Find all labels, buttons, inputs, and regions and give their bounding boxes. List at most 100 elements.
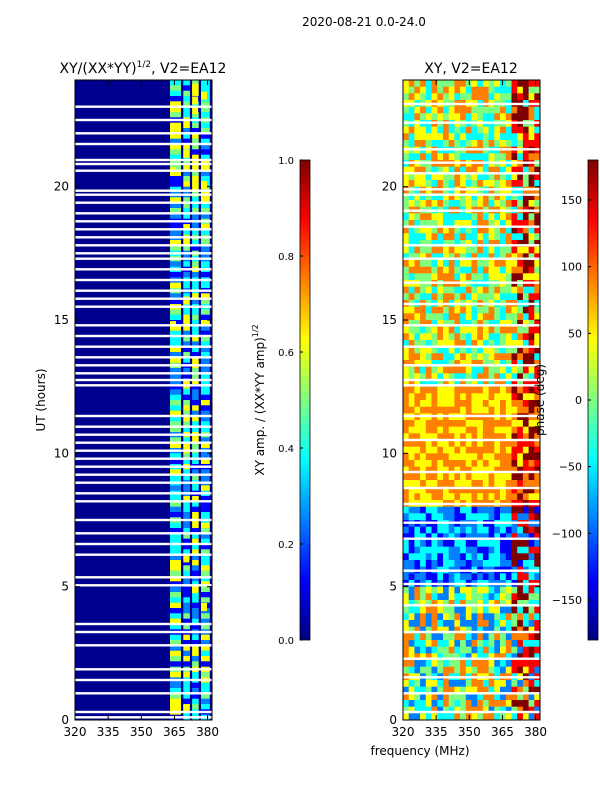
phase-cell [443, 126, 449, 134]
data-gap-row [75, 345, 212, 348]
phase-cell [454, 606, 461, 614]
phase-cell [431, 233, 438, 241]
phase-cell [500, 353, 506, 361]
phase-cell [420, 313, 427, 321]
phase-cell [505, 706, 512, 714]
phase-cell [500, 253, 506, 261]
phase-cell [494, 700, 501, 707]
amp-band-cell [201, 640, 210, 646]
data-gap-row [403, 582, 540, 586]
phase-cell [505, 473, 512, 481]
phase-cell [431, 133, 438, 141]
amp-band-cell [170, 101, 181, 107]
phase-cell [505, 626, 512, 634]
data-gap-row [75, 518, 212, 522]
phase-cell [522, 153, 529, 161]
phase-cell [420, 653, 427, 661]
phase-cell [500, 140, 506, 147]
phase-cell [431, 446, 438, 454]
phase-cell [522, 460, 529, 467]
phase-cell [454, 386, 461, 394]
phase-cell [500, 653, 506, 661]
data-gap-row [403, 102, 540, 106]
phase-cell [448, 573, 455, 581]
phase-cell [460, 646, 467, 654]
phase-cell [534, 560, 540, 567]
phase-cell [460, 180, 467, 187]
phase-cell [448, 613, 455, 621]
phase-cell [505, 593, 512, 601]
phase-cell [425, 600, 432, 607]
phase-cell [454, 646, 461, 654]
amp-band-cell [192, 138, 199, 145]
phase-cell [528, 340, 535, 347]
phase-cell [465, 480, 472, 487]
phase-cell [465, 273, 472, 281]
phase-cell [420, 540, 427, 547]
phase-cell [425, 480, 432, 487]
data-gap-row [403, 378, 540, 382]
phase-cell [528, 233, 535, 241]
amp-band-cell [192, 128, 199, 134]
phase-cell [408, 560, 415, 567]
phase-cell [460, 293, 467, 301]
amp-band-cell [192, 528, 199, 534]
amp-band-cell [192, 176, 199, 182]
phase-cell [477, 140, 484, 147]
phase-cell [454, 86, 461, 94]
data-gap-row [75, 193, 212, 196]
phase-cell [431, 713, 438, 720]
phase-cell [448, 680, 455, 687]
amp-band-cell [170, 202, 181, 209]
phase-cell [443, 453, 449, 461]
phase-cell [534, 453, 540, 461]
phase-cell [420, 106, 427, 114]
phase-cell [534, 233, 540, 241]
phase-cell [420, 513, 427, 521]
phase-cell [408, 240, 415, 247]
data-gap-row [75, 257, 212, 260]
phase-cell [448, 153, 455, 161]
phase-cell [482, 353, 489, 361]
phase-cell [505, 273, 512, 281]
phase-cell [425, 86, 432, 94]
phase-cell [454, 693, 461, 701]
phase-cell [454, 440, 461, 447]
phase-cell [443, 686, 449, 694]
phase-cell [494, 686, 501, 694]
phase-cell [408, 426, 415, 434]
phase-cell [528, 213, 535, 221]
phase-cell [448, 226, 455, 234]
data-gap-row [75, 553, 212, 556]
phase-cell [471, 360, 478, 367]
phase-cell [448, 513, 455, 521]
phase-cell [454, 253, 461, 261]
phase-cell [511, 226, 518, 234]
phase-cell [454, 700, 461, 707]
phase-cell [403, 80, 409, 87]
phase-cell [488, 240, 495, 247]
phase-cell [471, 540, 478, 547]
phase-cell [534, 486, 540, 494]
phase-cell [420, 493, 427, 501]
data-gap-row [403, 438, 540, 442]
phase-cell [511, 406, 518, 414]
amp-band-cell [170, 538, 181, 545]
phase-cell [431, 626, 438, 634]
phase-cell [477, 526, 484, 534]
phase-cell [408, 313, 415, 321]
phase-cell [482, 153, 489, 161]
phase-cell [414, 546, 421, 554]
colorbar-tick-label: −150 [552, 594, 582, 607]
amp-band-cell [170, 597, 181, 603]
phase-cell [482, 620, 489, 627]
phase-cell [482, 240, 489, 247]
phase-cell [471, 253, 478, 261]
amp-band-cell [170, 197, 181, 203]
phase-cell [425, 253, 432, 261]
phase-cell [494, 86, 501, 94]
amp-band-cell [201, 197, 210, 203]
phase-cell [454, 200, 461, 207]
data-gap-row [75, 132, 212, 135]
phase-cell [505, 680, 512, 687]
